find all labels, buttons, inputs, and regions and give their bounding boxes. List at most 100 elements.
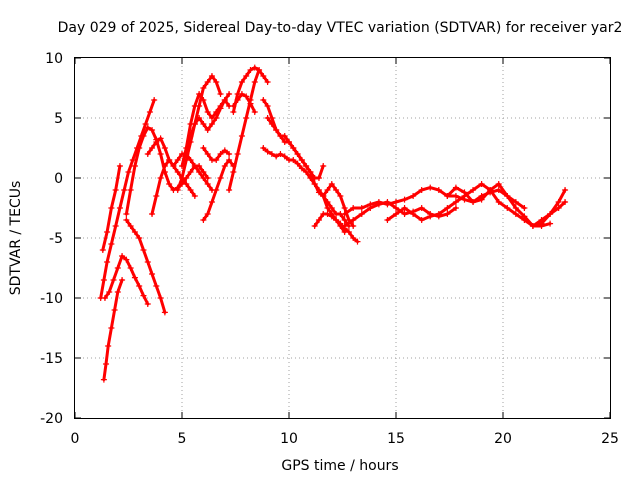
- data-point: [119, 253, 126, 259]
- data-point: [461, 189, 468, 196]
- data-point: [127, 223, 134, 229]
- data-point: [100, 277, 107, 283]
- data-point: [487, 187, 494, 193]
- data-point: [521, 213, 528, 220]
- data-point: [341, 211, 348, 217]
- data-point: [226, 187, 233, 193]
- data-point: [268, 151, 275, 157]
- data-point: [238, 133, 245, 139]
- series-trace: [146, 136, 214, 192]
- series-trace: [124, 218, 167, 314]
- data-point: [123, 256, 130, 263]
- data-point: [452, 205, 459, 211]
- data-point: [315, 175, 322, 181]
- data-point: [562, 199, 569, 205]
- data-point: [166, 157, 173, 163]
- data-point: [375, 199, 382, 205]
- data-point: [478, 181, 485, 187]
- y-axis-label: SDTVAR / TECUs: [8, 181, 24, 296]
- data-point: [410, 193, 417, 199]
- data-point: [101, 295, 108, 301]
- data-point: [208, 199, 215, 205]
- data-point: [179, 175, 185, 181]
- data-point: [393, 199, 399, 205]
- data-point: [230, 109, 237, 115]
- data-point: [153, 283, 160, 289]
- data-point: [234, 97, 241, 103]
- data-point: [110, 277, 117, 283]
- series-arc-3: [100, 277, 126, 383]
- data-point: [100, 376, 107, 383]
- data-point: [333, 217, 340, 223]
- data-point: [311, 223, 318, 229]
- data-point: [393, 205, 399, 211]
- data-point: [495, 181, 502, 187]
- series-trace: [385, 182, 552, 228]
- data-point: [298, 157, 305, 163]
- data-point: [350, 205, 357, 211]
- data-point: [401, 205, 408, 211]
- data-point: [247, 67, 254, 73]
- series-arc-11: [183, 91, 233, 157]
- data-point: [303, 169, 310, 175]
- data-point: [418, 205, 425, 211]
- data-point: [470, 199, 477, 205]
- data-point: [320, 163, 327, 169]
- data-point: [131, 163, 138, 169]
- data-point: [410, 211, 417, 217]
- data-point: [226, 157, 233, 163]
- data-point: [161, 145, 168, 151]
- data-point: [444, 211, 451, 217]
- series-trace: [266, 116, 351, 228]
- data-point: [350, 217, 357, 223]
- x-axis-label: GPS time / hours: [281, 458, 398, 474]
- data-point: [112, 223, 119, 229]
- series-trace: [99, 98, 156, 300]
- data-point: [187, 169, 194, 175]
- data-point: [401, 196, 408, 203]
- data-point: [504, 193, 511, 199]
- data-point: [247, 100, 254, 107]
- data-point: [226, 151, 233, 157]
- data-point: [104, 259, 111, 265]
- data-point: [529, 223, 536, 229]
- y-tick-label: -15: [40, 351, 63, 367]
- y-tick-label: 10: [45, 51, 63, 67]
- data-point: [264, 115, 271, 121]
- data-point: [427, 213, 434, 220]
- data-point: [452, 184, 459, 191]
- data-point: [328, 213, 335, 220]
- data-point: [251, 64, 258, 71]
- data-point: [217, 105, 224, 112]
- data-point: [213, 187, 220, 193]
- data-point: [106, 289, 113, 295]
- data-point: [256, 67, 263, 73]
- data-point: [153, 193, 160, 199]
- data-point: [213, 115, 220, 121]
- series-arc-20: [311, 211, 361, 245]
- data-point: [221, 147, 228, 154]
- data-point: [324, 205, 331, 211]
- data-point: [208, 73, 215, 79]
- data-point: [151, 97, 158, 103]
- grid-layer: [75, 58, 610, 418]
- data-point: [108, 325, 115, 331]
- plot-frame: [74, 57, 611, 419]
- x-tick-label: 5: [178, 431, 187, 447]
- data-point: [384, 201, 391, 208]
- data-point: [119, 277, 126, 283]
- data-point: [200, 217, 207, 223]
- data-point: [358, 211, 365, 217]
- data-point: [149, 127, 156, 133]
- data-point: [149, 145, 156, 151]
- data-point: [444, 193, 451, 199]
- data-point: [144, 151, 151, 157]
- data-point: [452, 193, 459, 199]
- data-point: [179, 163, 185, 169]
- data-point: [315, 217, 322, 223]
- y-tick-label: 0: [54, 171, 63, 187]
- series-arc-21: [320, 181, 357, 229]
- data-point: [264, 148, 271, 155]
- data-point: [401, 211, 408, 217]
- series-arc-24: [384, 181, 554, 229]
